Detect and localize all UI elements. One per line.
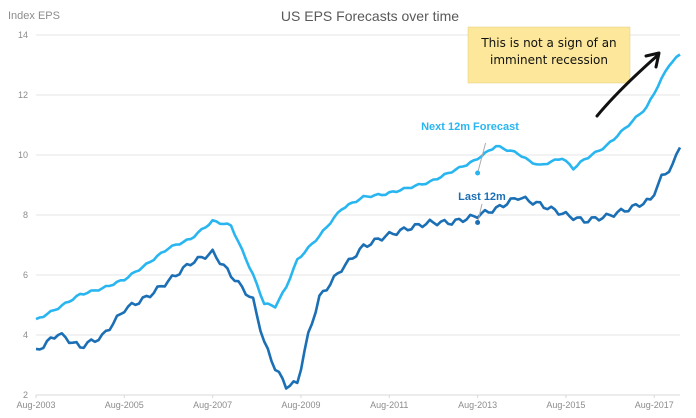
- x-tick-label: Aug-2005: [105, 400, 144, 410]
- x-tick-label: Aug-2011: [370, 400, 408, 410]
- y-tick-label: 6: [23, 270, 28, 280]
- y-tick-label: 2: [23, 390, 28, 400]
- x-tick-label: Aug-2015: [546, 400, 585, 410]
- series-lines: [35, 53, 682, 390]
- callout-note: [467, 26, 631, 84]
- forecast-marker: [475, 170, 481, 176]
- x-tick-label: Aug-2013: [458, 400, 497, 410]
- x-tick-label: Aug-2003: [16, 400, 55, 410]
- last12m-series-label: Last 12m: [458, 191, 506, 203]
- annotations: Next 12m Forecast Last 12m This is not a s…: [421, 26, 661, 225]
- y-tick-label: 8: [23, 210, 28, 220]
- callout-arrowhead: [644, 51, 661, 69]
- callout-arrow: [595, 53, 660, 118]
- last-12m-line: [35, 146, 682, 390]
- forecast-series-label: Next 12m Forecast: [421, 121, 519, 133]
- y-tick-label: 14: [18, 30, 28, 40]
- last12m-marker: [475, 220, 481, 225]
- next-12m-forecast-line: [35, 53, 681, 321]
- callout-text-line: This is not a sign of an: [480, 36, 616, 50]
- forecast-leader-line: [477, 142, 487, 174]
- chart-title: US EPS Forecasts over time: [281, 8, 459, 24]
- last12m-leader-line: [477, 203, 483, 223]
- x-tick-label: Aug-2017: [635, 400, 674, 410]
- axes: 2 4 6 8 10 12 14 Aug-2003 Aug-2005 Aug-2007 Aug-20…: [16, 30, 680, 410]
- y-tick-label: 4: [23, 330, 28, 340]
- callout-text-line: imminent recession: [490, 53, 608, 67]
- x-tick-label: Aug-2009: [281, 400, 320, 410]
- x-tick-label: Aug-2007: [193, 400, 232, 410]
- y-axis-label: Index EPS: [8, 10, 60, 22]
- y-tick-label: 12: [18, 90, 28, 100]
- y-tick-label: 10: [18, 150, 28, 160]
